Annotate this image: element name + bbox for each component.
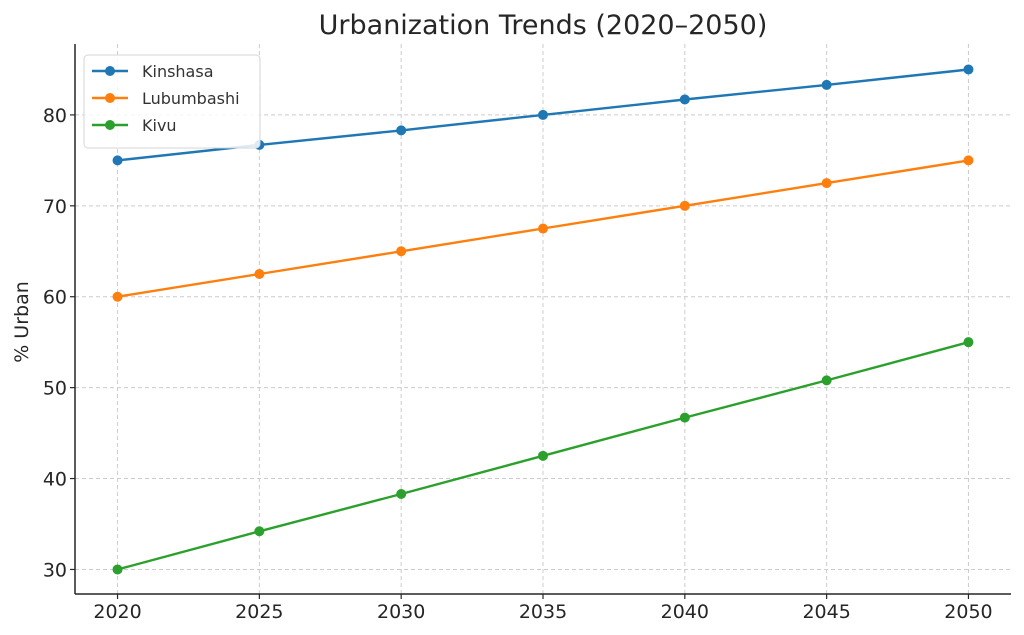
data-point-lubumbashi <box>963 155 974 166</box>
data-point-kinshasa <box>821 79 832 90</box>
x-tick-label: 2030 <box>377 601 425 623</box>
data-point-lubumbashi <box>821 178 832 189</box>
x-tick-label: 2020 <box>93 601 141 623</box>
legend-label-kinshasa: Kinshasa <box>142 62 214 81</box>
y-tick-label: 70 <box>43 196 67 218</box>
x-tick-label: 2045 <box>802 601 850 623</box>
y-tick-label: 30 <box>43 559 67 581</box>
x-tick-label: 2025 <box>235 601 283 623</box>
x-tick-label: 2035 <box>519 601 567 623</box>
data-point-kivu <box>679 412 690 423</box>
data-point-kivu <box>396 489 407 499</box>
legend-marker-lubumbashi <box>105 93 115 103</box>
y-axis-label: % Urban <box>11 281 33 363</box>
data-point-lubumbashi <box>538 223 548 234</box>
x-tick-label: 2050 <box>944 601 992 623</box>
data-point-lubumbashi <box>679 200 690 211</box>
data-point-kinshasa <box>112 155 123 166</box>
y-tick-label: 50 <box>43 378 67 400</box>
y-tick-label: 60 <box>43 287 67 309</box>
chart-title: Urbanization Trends (2020–2050) <box>319 10 768 41</box>
legend-marker-kivu <box>105 120 115 130</box>
legend: Kinshasa Lubumbashi Kivu <box>83 54 261 149</box>
data-point-kinshasa <box>396 125 407 136</box>
y-tick-label: 40 <box>43 469 67 491</box>
data-point-kivu <box>538 450 548 461</box>
y-tick-label: 80 <box>43 105 67 127</box>
data-point-kivu <box>963 337 974 348</box>
data-point-kivu <box>112 564 123 575</box>
data-point-kivu <box>254 526 265 537</box>
data-point-lubumbashi <box>254 269 265 279</box>
data-point-kivu <box>821 375 832 386</box>
data-point-kinshasa <box>963 64 974 75</box>
data-point-kinshasa <box>679 94 690 105</box>
legend-label-lubumbashi: Lubumbashi <box>142 89 240 108</box>
data-point-lubumbashi <box>112 291 123 302</box>
data-point-kinshasa <box>538 109 548 120</box>
legend-label-kivu: Kivu <box>142 116 177 135</box>
x-tick-label: 2040 <box>661 601 709 623</box>
legend-marker-kinshasa <box>105 66 115 76</box>
axes: 2020 2025 2030 2035 2040 2045 2050 30 40 50 60 70 80 <box>43 44 1011 623</box>
data-point-lubumbashi <box>396 246 407 257</box>
